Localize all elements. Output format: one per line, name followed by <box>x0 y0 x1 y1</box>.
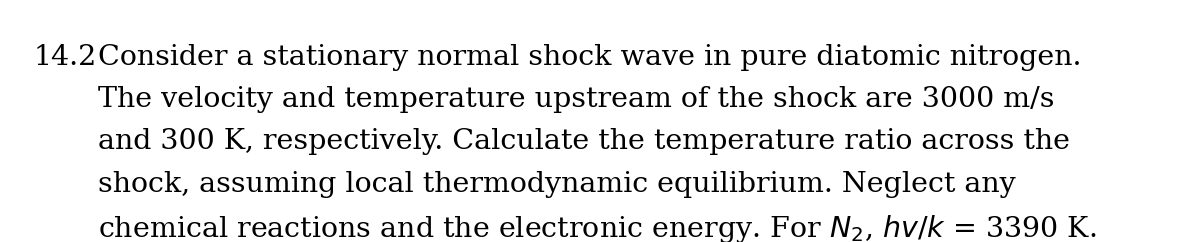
Text: 14.2: 14.2 <box>34 44 97 71</box>
Text: chemical reactions and the electronic energy. For $N_2$, $hv/k$ = 3390 K.: chemical reactions and the electronic en… <box>98 213 1097 242</box>
Text: shock, assuming local thermodynamic equilibrium. Neglect any: shock, assuming local thermodynamic equi… <box>98 171 1016 198</box>
Text: and 300 K, respectively. Calculate the temperature ratio across the: and 300 K, respectively. Calculate the t… <box>98 128 1070 155</box>
Text: The velocity and temperature upstream of the shock are 3000 m/s: The velocity and temperature upstream of… <box>98 86 1055 113</box>
Text: Consider a stationary normal shock wave in pure diatomic nitrogen.: Consider a stationary normal shock wave … <box>98 44 1082 71</box>
